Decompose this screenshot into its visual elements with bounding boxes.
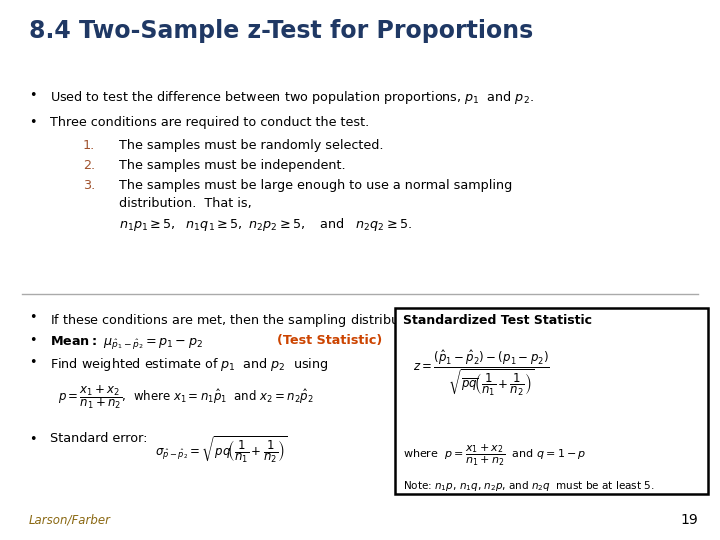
Text: Find weighted estimate of $p_1$  and $p_2$  using: Find weighted estimate of $p_1$ and $p_2… [50, 356, 329, 373]
Text: $p = \dfrac{x_1 + x_2}{n_1 + n_2}$,  where $x_1 = n_1\hat{p}_1$  and $x_2 = n_2\: $p = \dfrac{x_1 + x_2}{n_1 + n_2}$, wher… [58, 383, 313, 411]
Text: Used to test the difference between two population proportions, $p_1$  and $p_2$: Used to test the difference between two … [50, 89, 534, 106]
Text: 1.: 1. [83, 139, 95, 152]
Text: •: • [29, 89, 36, 102]
Text: •: • [29, 433, 36, 446]
Text: •: • [29, 334, 36, 347]
Text: $\mathbf{Mean:}\ \mu_{\hat{p}_1 - \hat{p}_2} = p_1 - p_2$: $\mathbf{Mean:}\ \mu_{\hat{p}_1 - \hat{p… [50, 334, 203, 350]
Text: •: • [29, 310, 36, 323]
Text: •: • [29, 116, 36, 129]
Text: $z = \dfrac{(\hat{p}_1 - \hat{p}_2) - (p_1 - p_2)}{\sqrt{\overline{pq}\!\left(\d: $z = \dfrac{(\hat{p}_1 - \hat{p}_2) - (p… [413, 348, 549, 398]
Text: If these conditions are met, then the sampling distribution for $\hat{p}_1 - \ha: If these conditions are met, then the sa… [50, 310, 561, 329]
Text: The samples must be randomly selected.: The samples must be randomly selected. [119, 139, 383, 152]
Text: The samples must be independent.: The samples must be independent. [119, 159, 346, 172]
Text: 3.: 3. [83, 179, 95, 192]
Text: Larson/Farber: Larson/Farber [29, 514, 111, 526]
Text: $n_1 p_1 \geq 5,\ \ n_1 q_1 \geq 5,\ n_2 p_2 \geq 5,\ $  and  $\ n_2 q_2 \geq 5.: $n_1 p_1 \geq 5,\ \ n_1 q_1 \geq 5,\ n_2… [119, 216, 412, 233]
Text: 19: 19 [680, 512, 698, 526]
Text: (Test Statistic): (Test Statistic) [277, 334, 382, 347]
Text: The samples must be large enough to use a normal sampling: The samples must be large enough to use … [119, 179, 512, 192]
Text: Three conditions are required to conduct the test.: Three conditions are required to conduct… [50, 116, 369, 129]
FancyBboxPatch shape [395, 308, 708, 494]
Text: •: • [29, 356, 36, 369]
Text: distribution.  That is,: distribution. That is, [119, 197, 251, 210]
Text: 8.4 Two-Sample z-Test for Proportions: 8.4 Two-Sample z-Test for Proportions [29, 19, 533, 43]
Text: where  $p = \dfrac{x_1 + x_2}{n_1 + n_2}$  and $q = 1 - p$: where $p = \dfrac{x_1 + x_2}{n_1 + n_2}$… [403, 443, 587, 468]
Text: $\sigma_{\hat{p} - \hat{p}_2} = \sqrt{pq\!\left(\dfrac{1}{n_1} + \dfrac{1}{n_2}\: $\sigma_{\hat{p} - \hat{p}_2} = \sqrt{pq… [155, 434, 288, 465]
Text: Note: $n_1 p$, $n_1 q$, $n_2 p$, and $n_2 q$  must be at least 5.: Note: $n_1 p$, $n_1 q$, $n_2 p$, and $n_… [403, 479, 654, 493]
Text: 2.: 2. [83, 159, 95, 172]
Text: Standardized Test Statistic: Standardized Test Statistic [403, 314, 593, 327]
Text: Standard error:: Standard error: [50, 432, 148, 445]
